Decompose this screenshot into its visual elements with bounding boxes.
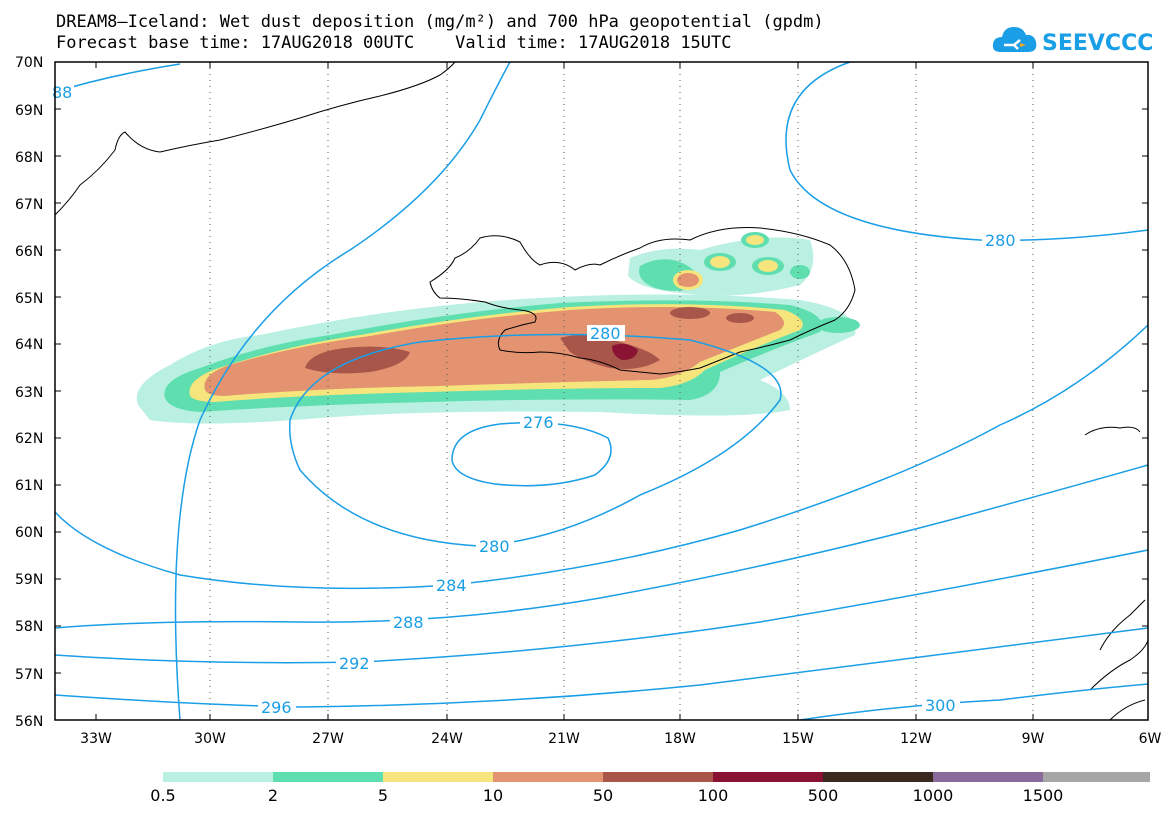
lat-label: 70N bbox=[15, 55, 43, 71]
lon-label: 24W bbox=[431, 731, 463, 747]
lon-label: 30W bbox=[194, 731, 226, 747]
dust-deposition-field bbox=[136, 232, 860, 424]
contour-296 bbox=[54, 627, 1149, 708]
lat-label: 57N bbox=[15, 667, 43, 683]
lat-label: 59N bbox=[15, 572, 43, 588]
seevccc-logo: SEEVCCC bbox=[992, 27, 1153, 56]
colorbar-label: 1000 bbox=[912, 786, 954, 805]
colorbar-swatch bbox=[1043, 772, 1150, 782]
lon-label: 33W bbox=[80, 731, 112, 747]
lon-label: 12W bbox=[900, 731, 932, 747]
lat-label: 66N bbox=[15, 244, 43, 260]
colorbar-label: 1500 bbox=[1022, 786, 1064, 805]
contour-label: 296 bbox=[261, 698, 292, 717]
colorbar-swatch bbox=[603, 772, 713, 782]
contour-280-right bbox=[785, 61, 1149, 242]
contour-276 bbox=[451, 421, 612, 487]
latitude-axis: 70N 69N 68N 67N 66N 65N 64N 63N 62N 61N … bbox=[15, 55, 43, 730]
lon-label: 27W bbox=[312, 731, 344, 747]
colorbar-swatch bbox=[163, 772, 273, 782]
lat-label: 65N bbox=[15, 291, 43, 307]
contour-300 bbox=[799, 683, 1149, 721]
colorbar-swatch bbox=[713, 772, 823, 782]
coast-iceland bbox=[429, 227, 856, 375]
contour-label: 300 bbox=[925, 696, 956, 715]
lat-label: 69N bbox=[15, 103, 43, 119]
lat-label: 62N bbox=[15, 431, 43, 447]
latitude-ticks bbox=[55, 108, 1148, 674]
coast-greenland bbox=[54, 61, 456, 216]
lat-label: 64N bbox=[15, 337, 43, 353]
contour-label: 276 bbox=[523, 413, 554, 432]
colorbar-label: 500 bbox=[807, 786, 839, 805]
colorbar-label: 0.5 bbox=[150, 786, 176, 805]
longitude-ticks bbox=[95, 62, 1034, 720]
contour-label: 280 bbox=[590, 324, 621, 343]
colorbar-swatch bbox=[933, 772, 1043, 782]
logo-text: SEEVCCC bbox=[1042, 31, 1153, 56]
colorbar-label: 2 bbox=[267, 786, 279, 805]
lat-label: 60N bbox=[15, 525, 43, 541]
lat-label: 63N bbox=[15, 385, 43, 401]
contour-label: 292 bbox=[339, 654, 370, 673]
coast-scotland bbox=[1089, 599, 1149, 721]
colorbar-swatch bbox=[383, 772, 493, 782]
contour-284 bbox=[54, 324, 1149, 590]
colorbar-label: 50 bbox=[592, 786, 614, 805]
colorbar bbox=[163, 772, 1150, 782]
contour-292 bbox=[54, 549, 1149, 664]
lat-label: 58N bbox=[15, 619, 43, 635]
map-title: DREAM8–Iceland: Wet dust deposition (mg/… bbox=[56, 12, 824, 32]
coastlines bbox=[54, 61, 1149, 721]
contour-label: 280 bbox=[479, 537, 510, 556]
map-subtitle: Forecast base time: 17AUG2018 00UTC Vali… bbox=[56, 33, 732, 53]
lat-label: 56N bbox=[15, 714, 43, 730]
geopotential-contours bbox=[54, 61, 1149, 721]
cloud-icon bbox=[992, 27, 1037, 52]
lat-label: 61N bbox=[15, 478, 43, 494]
contour-label: 284 bbox=[436, 576, 467, 595]
contour-label: 88 bbox=[52, 83, 72, 102]
longitude-axis: 33W 30W 27W 24W 21W 18W 15W 12W 9W 6W bbox=[80, 731, 1161, 747]
colorbar-swatch bbox=[273, 772, 383, 782]
colorbar-swatch bbox=[493, 772, 603, 782]
colorbar-swatch bbox=[823, 772, 933, 782]
dust-level-50-west bbox=[305, 346, 410, 374]
contour-labels: 88 280 280 276 280 284 288 292 296 300 bbox=[52, 83, 1020, 717]
lon-label: 18W bbox=[664, 731, 696, 747]
contour-label: 280 bbox=[985, 231, 1016, 250]
lon-label: 9W bbox=[1022, 731, 1045, 747]
dust-level-50-east bbox=[560, 334, 660, 369]
lat-label: 68N bbox=[15, 150, 43, 166]
lon-label: 15W bbox=[782, 731, 814, 747]
contour-label: 288 bbox=[393, 613, 424, 632]
lat-label: 67N bbox=[15, 197, 43, 213]
lon-label: 6W bbox=[1139, 731, 1162, 747]
contour-288 bbox=[54, 464, 1149, 629]
colorbar-label: 5 bbox=[377, 786, 389, 805]
dust-level-10 bbox=[204, 306, 784, 396]
colorbar-label: 10 bbox=[482, 786, 504, 805]
lon-label: 21W bbox=[548, 731, 580, 747]
colorbar-label: 100 bbox=[697, 786, 729, 805]
dust-level-100 bbox=[612, 343, 638, 360]
coast-faroes bbox=[1084, 426, 1141, 436]
contour-280-center bbox=[288, 333, 782, 547]
contour-280-outer bbox=[174, 61, 511, 721]
